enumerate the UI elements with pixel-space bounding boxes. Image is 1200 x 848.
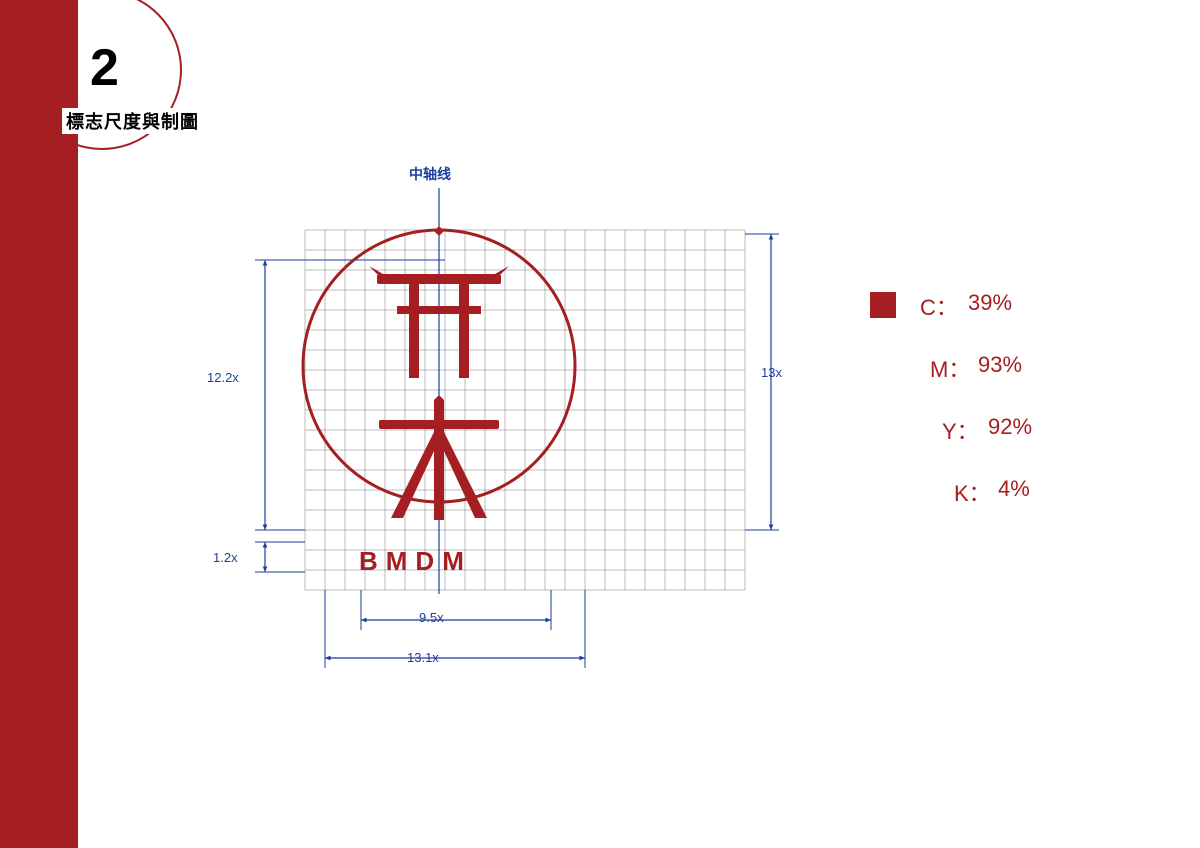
cmyk-value-k: 4%	[998, 476, 1030, 502]
logo-wordmark: BMDM	[359, 546, 472, 577]
dim-bottom-inner: 9.5x	[419, 610, 444, 625]
cmyk-row-c: C： 39%	[870, 290, 1130, 352]
dim-left-sub: 1.2x	[213, 550, 238, 565]
color-swatch	[870, 292, 896, 318]
logo-spec-diagram: 中轴线 BMDM 12.2x 1.2x 13x 9.5x 13.1x	[215, 170, 735, 690]
dim-bottom-outer: 13.1x	[407, 650, 439, 665]
cmyk-label-m: M：	[930, 352, 970, 384]
section-title: 標志尺度與制圖	[62, 108, 203, 134]
cmyk-label-k: K：	[954, 476, 991, 508]
cmyk-label-y: Y：	[942, 414, 979, 446]
section-number: 2	[90, 38, 119, 98]
dim-left-main: 12.2x	[207, 370, 239, 385]
cmyk-value-c: 39%	[968, 290, 1012, 316]
cmyk-row-y: Y： 92%	[870, 414, 1130, 476]
cmyk-row-m: M： 93%	[870, 352, 1130, 414]
dim-right: 13x	[761, 365, 782, 380]
cmyk-value-y: 92%	[988, 414, 1032, 440]
diagram-svg	[215, 170, 775, 710]
cmyk-value-m: 93%	[978, 352, 1022, 378]
cmyk-row-k: K： 4%	[870, 476, 1130, 538]
color-spec-panel: C： 39% M： 93% Y： 92% K： 4%	[870, 290, 1130, 538]
cmyk-label-c: C：	[920, 290, 958, 322]
